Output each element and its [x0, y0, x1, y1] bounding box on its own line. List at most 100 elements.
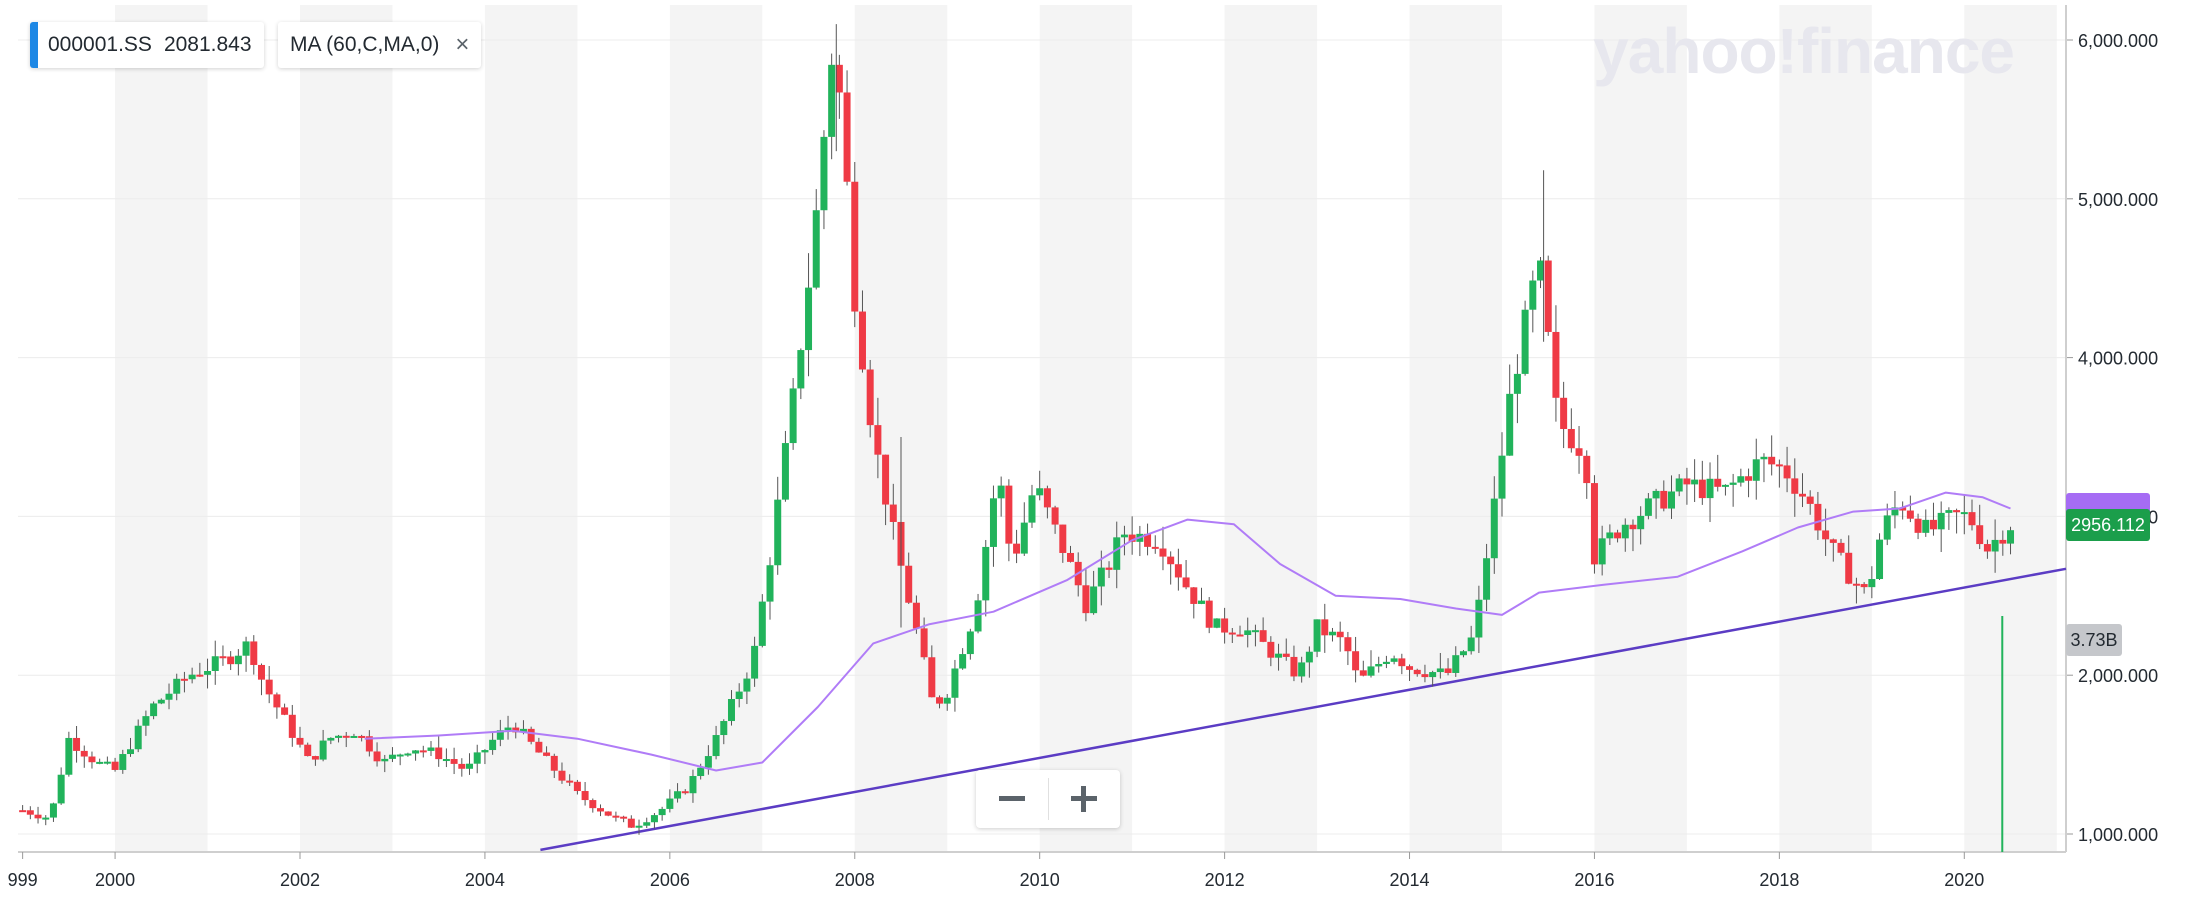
candle-down	[597, 808, 605, 812]
x-tick-label: 999	[8, 870, 38, 890]
y-tick-label: 5,000.000	[2078, 190, 2158, 210]
legend-indicator[interactable]: MA (60,C,MA,0) ×	[278, 22, 482, 68]
volume-bar	[2001, 616, 2004, 852]
candle-up	[828, 64, 836, 137]
candle-up	[150, 703, 158, 717]
zoom-out-button[interactable]	[976, 770, 1048, 828]
candle-up	[1922, 519, 1930, 533]
candle-up	[519, 728, 527, 733]
candle-up	[751, 645, 759, 679]
candle-up	[1729, 482, 1737, 485]
candle-down	[1290, 656, 1298, 677]
candle-up	[712, 735, 720, 757]
x-tick-label: 2018	[1759, 870, 1799, 890]
x-tick-label: 2008	[835, 870, 875, 890]
candle-up	[1113, 537, 1121, 570]
ma-60-line	[364, 491, 2011, 772]
candle-up	[1760, 456, 1768, 460]
candle-down	[227, 656, 235, 665]
candle-down	[196, 674, 204, 677]
year-band	[1594, 5, 1687, 852]
candle-down	[1228, 632, 1236, 635]
candle-up	[319, 740, 327, 760]
support-trendline	[540, 567, 2067, 852]
year-band	[300, 5, 393, 852]
candle-up	[1305, 651, 1313, 663]
candle-up	[1498, 455, 1506, 499]
candle-up	[165, 693, 173, 700]
candle-up	[643, 822, 651, 826]
indicator-label: MA (60,C,MA,0)	[290, 33, 440, 56]
candle-up	[774, 499, 782, 566]
legend-symbol[interactable]: 000001.SS 2081.843	[30, 22, 264, 68]
candle-up	[959, 654, 967, 669]
candle-down	[1791, 478, 1799, 494]
candle-up	[1937, 512, 1945, 530]
candle-down	[550, 755, 558, 771]
close-icon[interactable]: ×	[455, 31, 470, 58]
candle-up	[1452, 655, 1460, 673]
candle-up	[65, 737, 73, 775]
candle-up	[1313, 619, 1321, 652]
candle-down	[1221, 618, 1229, 633]
candle-up	[204, 670, 212, 675]
x-tick-label: 2002	[280, 870, 320, 890]
candle-down	[1806, 496, 1814, 504]
candle-up	[1097, 567, 1105, 587]
candle-down	[858, 311, 866, 370]
candle-down	[458, 763, 466, 769]
candle-down	[1174, 564, 1182, 578]
candle-down	[1583, 455, 1591, 484]
year-band	[484, 5, 578, 852]
candle-up	[1367, 666, 1375, 676]
candle-up	[1621, 524, 1629, 539]
x-tick-label: 2006	[650, 870, 690, 890]
candle-up	[1467, 637, 1475, 652]
candle-down	[1683, 478, 1691, 485]
candle-up	[504, 727, 512, 731]
trendline	[540, 567, 2067, 852]
candle-down	[1336, 631, 1344, 638]
candle-up	[1606, 532, 1614, 539]
candle-down	[1906, 510, 1914, 519]
candle-down	[1829, 539, 1837, 543]
x-tick-label: 2000	[95, 870, 135, 890]
candle-down	[543, 752, 551, 756]
candle-down	[1614, 532, 1622, 539]
candle-up	[1883, 515, 1891, 540]
candle-up	[1652, 490, 1660, 499]
candle-down	[1182, 577, 1190, 588]
candle-up	[2007, 530, 2015, 544]
candle-up	[1490, 498, 1498, 559]
candle-up	[496, 730, 504, 740]
candle-down	[1953, 510, 1961, 513]
candle-up	[188, 674, 196, 680]
candle-down	[905, 565, 913, 603]
candle-down	[1968, 512, 1976, 526]
candle-up	[396, 754, 404, 757]
year-band	[1964, 5, 2057, 852]
candle-up	[1675, 478, 1683, 492]
candle-down	[581, 791, 589, 801]
candle-up	[1637, 515, 1645, 530]
candle-down	[535, 741, 543, 753]
candle-up	[1529, 280, 1537, 310]
candle-down	[304, 744, 312, 757]
x-tick-label: 2014	[1390, 870, 1430, 890]
candle-up	[489, 739, 497, 751]
zoom-in-button[interactable]	[1049, 770, 1121, 828]
candle-up	[1752, 459, 1760, 481]
candle-down	[34, 814, 42, 819]
year-band	[115, 5, 208, 852]
candle-down	[604, 811, 612, 816]
candle-down	[19, 810, 27, 813]
candle-down	[281, 707, 289, 715]
candle-up	[689, 776, 697, 794]
candle-up	[720, 721, 728, 736]
candle-down	[573, 781, 581, 792]
candle-down	[558, 770, 566, 781]
candle-down	[1344, 637, 1352, 652]
year-band	[669, 5, 763, 852]
candle-up	[704, 756, 712, 768]
